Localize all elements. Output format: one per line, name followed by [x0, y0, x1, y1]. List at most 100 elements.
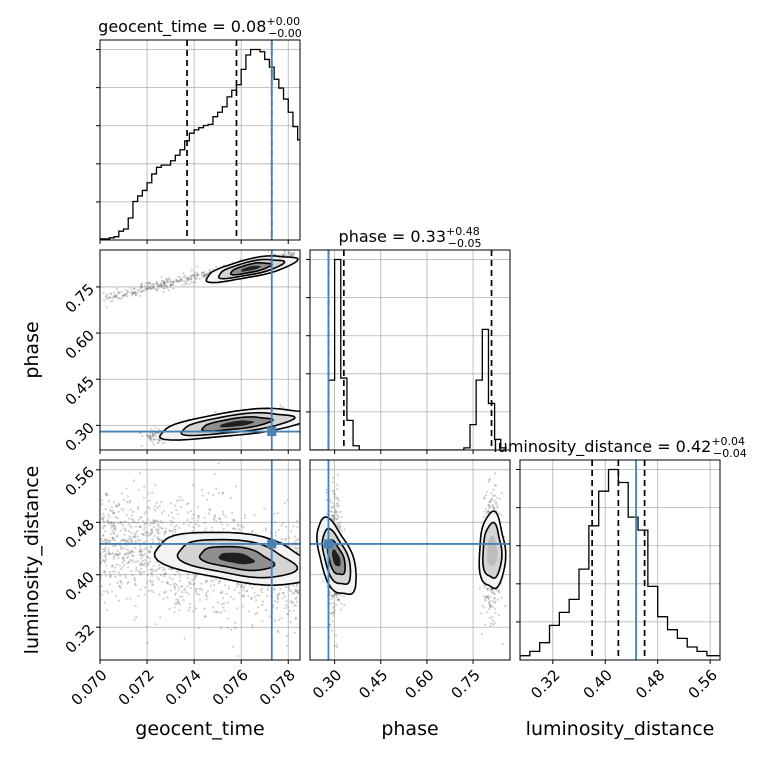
sample-point: [242, 595, 245, 599]
sample-point: [295, 519, 299, 522]
sample-point: [112, 512, 115, 515]
sample-point: [178, 609, 181, 612]
sample-point: [177, 586, 180, 589]
sample-point: [165, 278, 168, 281]
sample-point: [177, 570, 180, 573]
sample-point: [100, 560, 103, 563]
sample-point: [190, 274, 193, 278]
panel-title-luminosity_distance: luminosity_distance = 0.42+0.04 −0.04: [493, 435, 747, 460]
sample-point: [177, 601, 180, 604]
sample-point: [113, 291, 116, 294]
sample-point: [285, 599, 288, 603]
sample-point: [118, 584, 121, 587]
sample-point: [212, 583, 216, 587]
sample-point: [203, 522, 206, 525]
sample-point: [152, 433, 155, 436]
x-axis-title-luminosity_distance: luminosity_distance: [526, 718, 715, 740]
sample-point: [492, 507, 495, 510]
sample-point: [121, 566, 124, 569]
sample-point: [204, 615, 207, 618]
sample-point: [156, 284, 159, 287]
sample-point: [221, 491, 224, 495]
sample-point: [221, 510, 225, 513]
sample-point: [234, 621, 237, 624]
sample-point: [164, 571, 168, 575]
sample-point: [150, 528, 153, 531]
sample-point: [163, 282, 166, 285]
sample-point: [187, 279, 190, 282]
sample-point: [184, 277, 187, 280]
sample-point: [134, 293, 138, 297]
sample-point: [261, 587, 264, 590]
sample-point: [288, 609, 292, 612]
sample-point: [329, 612, 332, 615]
sample-point: [140, 283, 143, 286]
sample-point: [149, 436, 152, 439]
sample-point: [493, 494, 497, 497]
contour-line: [217, 258, 286, 280]
sample-point: [103, 520, 106, 524]
sample-point: [332, 517, 335, 520]
sample-point: [118, 551, 121, 554]
sample-point: [149, 438, 152, 441]
sample-point: [125, 597, 128, 600]
sample-point: [500, 492, 503, 495]
sample-point: [160, 511, 164, 515]
sample-point: [204, 274, 207, 277]
sample-point: [484, 595, 488, 598]
sample-point: [331, 481, 334, 484]
sample-point: [120, 492, 124, 495]
sample-point: [241, 594, 244, 597]
sample-point: [197, 524, 200, 528]
sample-point: [148, 523, 151, 526]
sample-point: [180, 279, 184, 282]
sample-point: [152, 522, 155, 525]
sample-point: [223, 609, 226, 612]
sample-point: [103, 555, 106, 558]
sample-point: [146, 555, 149, 559]
sample-point: [193, 274, 196, 277]
sample-point: [115, 296, 118, 299]
sample-point: [214, 265, 218, 269]
sample-point: [200, 271, 203, 274]
sample-point: [169, 283, 172, 287]
sample-point: [139, 525, 143, 528]
sample-point: [156, 529, 160, 532]
sample-point: [195, 271, 199, 275]
sample-point: [140, 554, 143, 557]
sample-point: [112, 295, 115, 298]
sample-point: [193, 276, 197, 280]
sample-point: [120, 521, 123, 524]
sample-point: [160, 580, 164, 583]
sample-point: [496, 590, 499, 593]
sample-point: [174, 602, 177, 605]
sample-point: [131, 290, 134, 293]
sample-point: [294, 597, 297, 600]
sample-point: [154, 623, 157, 626]
sample-point: [328, 623, 332, 626]
x-tick-label: 0.074: [162, 666, 205, 709]
contour-line: [180, 411, 296, 437]
sample-point: [129, 539, 132, 542]
sample-point: [131, 292, 134, 295]
sample-point: [212, 610, 215, 613]
sample-point: [126, 582, 129, 585]
sample-point: [140, 564, 143, 567]
sample-point: [231, 645, 234, 648]
sample-point: [152, 564, 155, 567]
sample-point: [110, 292, 113, 296]
sample-point: [146, 518, 149, 522]
sample-point: [110, 590, 114, 593]
x-tick-label: 0.45: [355, 666, 391, 702]
sample-point: [129, 550, 132, 554]
sample-point: [148, 499, 151, 502]
sample-point: [234, 527, 237, 530]
sample-point: [168, 529, 171, 533]
sample-point: [182, 598, 185, 602]
sample-point: [138, 545, 142, 548]
sample-point: [102, 291, 105, 294]
sample-point: [127, 580, 130, 584]
sample-point: [490, 498, 493, 501]
sample-point: [102, 547, 105, 551]
sample-point: [177, 275, 180, 278]
